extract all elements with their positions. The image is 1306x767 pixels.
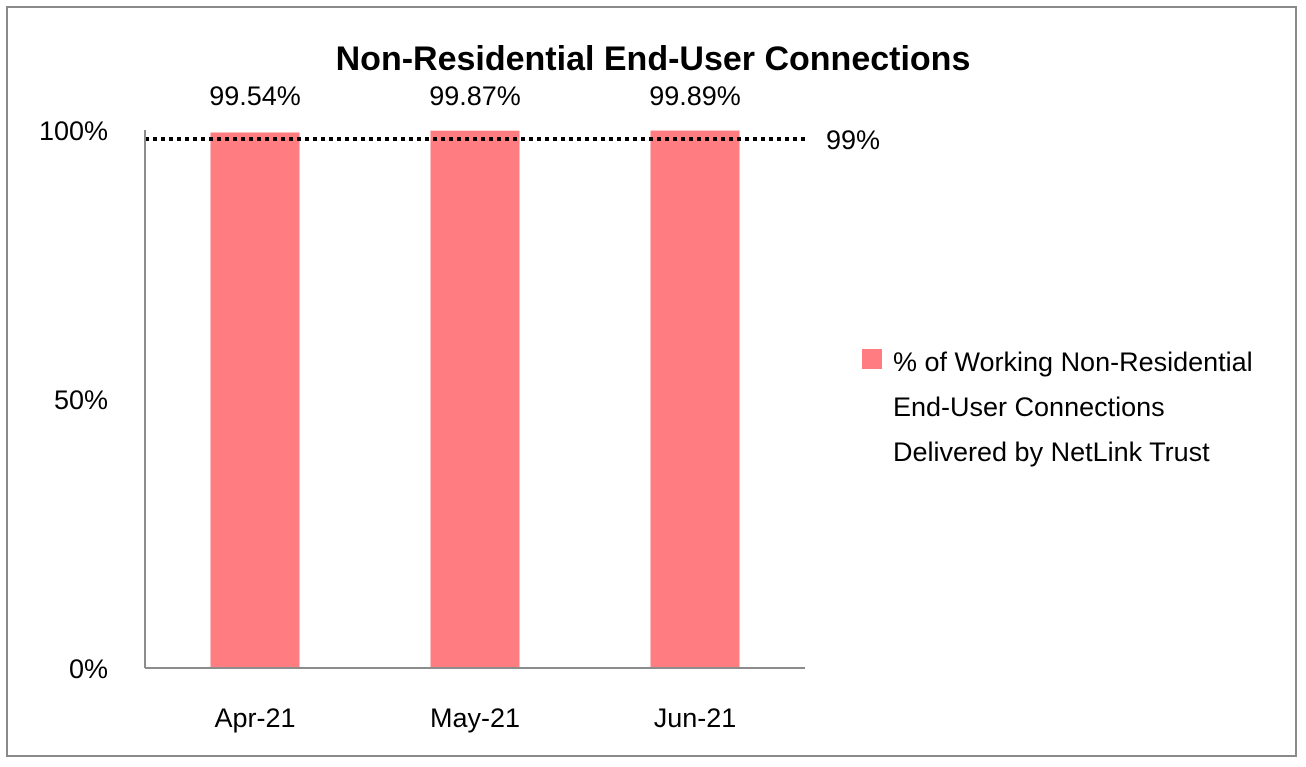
x-tick-label: Apr-21 [214, 703, 295, 733]
axes [144, 130, 805, 669]
x-tick-label: May-21 [430, 703, 520, 733]
data-label: 99.54% [209, 81, 301, 111]
y-axis-ticks: 0% 50% 100% [39, 116, 108, 684]
reference-line-group: 99% [145, 125, 880, 155]
legend: % of Working Non-Residential End-User Co… [862, 340, 1282, 475]
reference-line-label: 99% [826, 125, 880, 155]
chart-title: Non-Residential End-User Connections [336, 40, 971, 78]
bar-may-21 [430, 130, 520, 668]
x-axis-labels: Apr-21 May-21 Jun-21 [214, 703, 736, 733]
bar-jun-21 [650, 130, 740, 668]
data-labels: 99.54% 99.87% 99.89% [209, 81, 741, 111]
data-label: 99.87% [429, 81, 521, 111]
bar-apr-21 [210, 132, 300, 668]
x-tick-label: Jun-21 [654, 703, 737, 733]
y-tick-label: 100% [39, 116, 108, 146]
y-tick-label: 0% [69, 654, 108, 684]
bars [210, 130, 740, 668]
legend-label: % of Working Non-Residential End-User Co… [893, 347, 1253, 467]
y-tick-label: 50% [54, 385, 108, 415]
data-label: 99.89% [649, 81, 741, 111]
legend-swatch [862, 349, 882, 369]
